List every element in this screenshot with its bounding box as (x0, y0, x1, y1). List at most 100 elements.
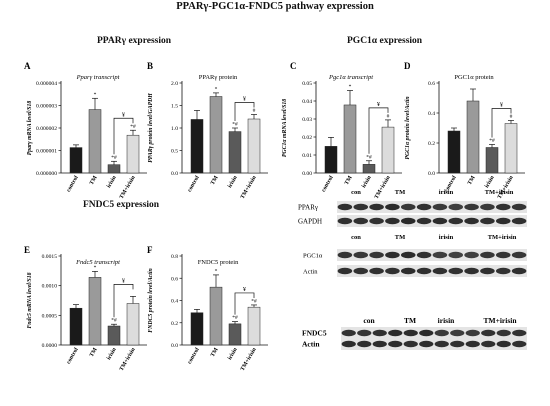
blot-group-label: irisin (439, 234, 454, 241)
blot-band (353, 251, 369, 259)
bar-TM (88, 277, 102, 346)
panel-title: Fndc5 transcript (75, 259, 120, 266)
y-tick-label: 0.0 (428, 171, 435, 177)
blot-band (465, 340, 480, 348)
blot-band (495, 203, 511, 211)
category-label: TM+irisin (119, 174, 137, 200)
panel-title: FNDC5 protein (198, 259, 239, 266)
blot-row-label: PPARγ (298, 204, 318, 212)
chart-panel-D: D PGC1α protein 0.0 0.2 0.4 0.6 PGC1α protein … (404, 61, 525, 200)
category-label: TM+irisin (497, 174, 515, 200)
blot-band (448, 251, 464, 259)
blot-band (481, 329, 496, 337)
significance-mark: * (349, 84, 352, 90)
y-tick-label: 0.01 (302, 153, 312, 159)
significance-mark: *# (111, 155, 117, 161)
blot-band (512, 329, 527, 337)
comparison-bracket (113, 117, 134, 155)
category-label: TM (344, 175, 354, 187)
blot-group-label: TM (395, 189, 405, 196)
bracket-mark: ¥ (377, 102, 380, 108)
blot-band (341, 329, 356, 337)
bar-irisin (228, 323, 242, 346)
blot-band (465, 329, 480, 337)
bar-irisin (485, 147, 499, 174)
comparison-bracket (234, 292, 255, 315)
blot-band (464, 267, 479, 275)
bar-TM (209, 96, 223, 174)
significance-mark: * (215, 86, 218, 92)
bar-control (190, 119, 204, 174)
section-title-ppar: PPARγ expression (97, 36, 172, 46)
blot-group-label: TM (404, 316, 416, 325)
panel-letter: E (24, 245, 30, 255)
blot-band (464, 203, 479, 211)
blot-band (432, 251, 448, 259)
y-tick-label: 2.0 (171, 81, 178, 87)
blot-band (448, 217, 464, 225)
y-tick-label: 0.0015 (42, 254, 58, 260)
bar-TM+irisin (504, 123, 518, 174)
bracket-mark: ¥ (243, 287, 246, 293)
blot-band (495, 267, 511, 275)
blot-band (511, 267, 527, 275)
significance-mark: *# (232, 315, 238, 321)
bar-TM+irisin (126, 303, 140, 346)
category-label: irisin (361, 174, 373, 189)
blot-band (353, 267, 369, 275)
bar-irisin (107, 164, 121, 174)
panel-letter: F (147, 245, 153, 255)
bracket-mark: ¥ (243, 97, 246, 103)
significance-mark: *# (232, 122, 238, 128)
y-tick-label: 0.03 (302, 117, 312, 123)
bar-TM+irisin (126, 134, 140, 174)
blot-membrane (341, 338, 527, 350)
y-axis-label: PPARγ protein level/GAPDH (148, 93, 154, 163)
section-title-fndc: FNDC5 expression (83, 200, 160, 210)
blot-band (400, 267, 416, 275)
blot-row-label: PGC1α (303, 253, 323, 260)
blot-band (353, 217, 369, 225)
panel-title: PGC1α protein (454, 74, 494, 81)
category-label: control (66, 175, 80, 194)
blot-band (480, 217, 495, 225)
significance-mark: # (387, 113, 390, 119)
blot-band (369, 267, 384, 275)
category-label: TM+irisin (240, 174, 258, 200)
blot-band (400, 217, 416, 225)
comparison-bracket (491, 108, 512, 138)
blot-group-label: irisin (438, 316, 455, 325)
blot-band (511, 251, 527, 259)
bracket-mark: ¥ (122, 278, 125, 284)
blot-band (337, 251, 353, 259)
blot-row-label: FNDC5 (302, 329, 327, 338)
category-label: irisin (227, 346, 239, 361)
bar-irisin (107, 325, 121, 346)
bar-control (69, 147, 83, 174)
blot-band (512, 340, 527, 348)
significance-mark: *# (251, 298, 257, 304)
blot-band (434, 340, 449, 348)
blot-membrane (341, 327, 527, 339)
y-tick-label: 0.000002 (36, 126, 57, 132)
category-label: TM (210, 175, 220, 187)
bar-control (190, 312, 204, 346)
blot-band (419, 329, 434, 337)
category-label: TM (89, 347, 99, 359)
y-tick-label: 0.6 (171, 276, 178, 282)
blot-group-label: TM+irisin (488, 234, 517, 241)
blot-band (369, 217, 384, 225)
blot-band (403, 340, 418, 348)
blot-band (432, 217, 448, 225)
category-label: TM+irisin (374, 174, 392, 200)
comparison-bracket (113, 283, 134, 318)
panel-letter: B (147, 61, 153, 71)
significance-mark: * (94, 92, 97, 98)
category-label: irisin (106, 346, 118, 361)
comparison-bracket (234, 102, 255, 121)
blot-band (511, 203, 527, 211)
blot-band (385, 203, 400, 211)
blot-membrane (337, 201, 527, 213)
blot-band (480, 267, 495, 275)
blot-band (495, 251, 511, 259)
